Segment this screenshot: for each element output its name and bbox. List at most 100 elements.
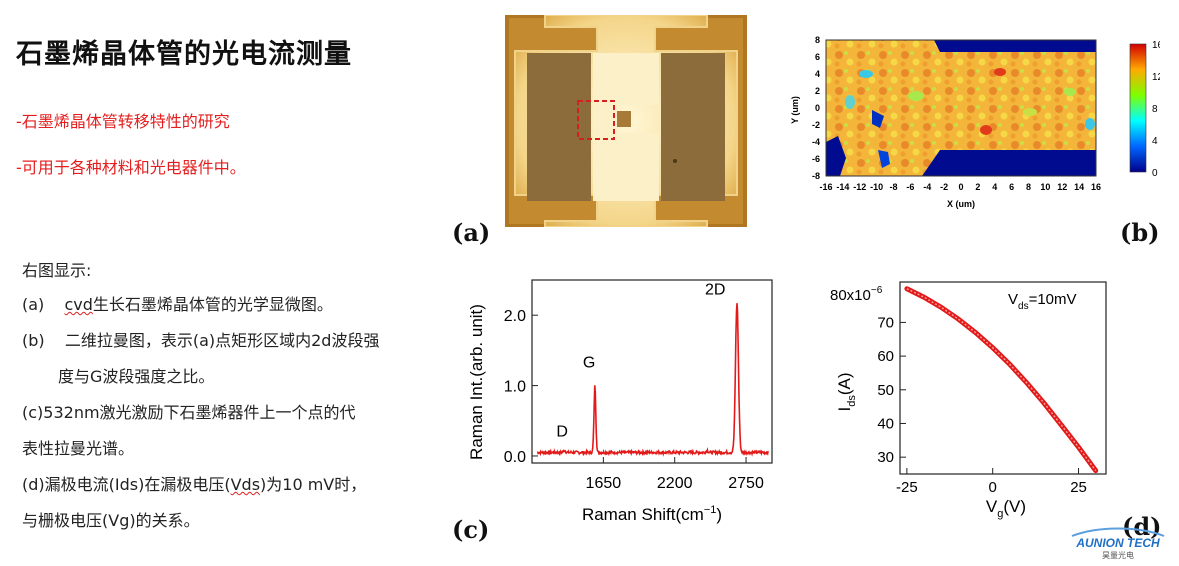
y-tick-label: 40 xyxy=(877,415,894,432)
colorbar xyxy=(1129,43,1147,173)
heatmap-x-tick-label: -2 xyxy=(940,182,948,192)
y-tick-label: 50 xyxy=(877,382,894,399)
heatmap-x-tick-label: -10 xyxy=(870,182,883,192)
heatmap-x-tick-label: 10 xyxy=(1040,182,1050,192)
heatmap-x-tick-label: -8 xyxy=(889,182,897,192)
transfer-ticks: -25 0 25 70 60 50 40 30 xyxy=(877,314,1087,496)
channel-region xyxy=(617,111,631,127)
desc-d-text2: 与栅极电压(Vg)的关系。 xyxy=(22,511,200,530)
bullet-item: -可用于各种材料和光电器件中。 xyxy=(16,158,246,177)
desc-b-text1: 二维拉曼图，表示(a)点矩形区域内2d波段强 xyxy=(64,331,380,350)
selection-rectangle xyxy=(577,100,615,140)
bullet-item: -石墨烯晶体管转移特性的研究 xyxy=(16,112,230,131)
y-tick-label: 2.0 xyxy=(504,308,526,325)
heatmap-x-tick-label: 6 xyxy=(1009,182,1014,192)
heatmap-y-tick-label: -8 xyxy=(812,171,820,181)
colorbar-tick-label: 16 xyxy=(1152,40,1160,51)
x-tick-label: 25 xyxy=(1070,479,1087,496)
heatmap-y-ticks: 8 6 4 2 0 -2 -4 -6 -8 xyxy=(812,35,820,181)
y-tick-label: 60 xyxy=(877,348,894,365)
heatmap-y-tick-label: 0 xyxy=(815,103,820,113)
transfer-ylabel: Ids(A) xyxy=(835,372,858,411)
heatmap-y-tick-label: 8 xyxy=(815,35,820,45)
heatmap-x-tick-label: -6 xyxy=(906,182,914,192)
heatmap-area xyxy=(825,39,1097,177)
y-tick-label: 30 xyxy=(877,449,894,466)
heatmap-x-tick-label: -16 xyxy=(819,182,832,192)
peak-label-d: D xyxy=(556,423,568,440)
panel-label-c: (c) xyxy=(452,515,490,544)
transfer-trace-markers xyxy=(906,288,1097,472)
desc-d-text1a: (d)漏极电流(Ids)在漏极电压( xyxy=(22,475,231,494)
desc-intro: 右图显示: xyxy=(22,261,92,280)
heatmap-y-tick-label: 4 xyxy=(815,69,820,79)
aunion-tech-logo: AUNION TECH 昊量光电 xyxy=(1071,527,1165,560)
raman-spectrum-chart: 1650 2200 2750 0.0 1.0 2.0 D G 2D Raman Int.(… xyxy=(467,279,773,524)
heatmap-x-tick-label: 12 xyxy=(1057,182,1067,192)
desc-item-d: (d)漏极电流(Ids)在漏极电压(Vds)为10 mV时， xyxy=(22,471,366,495)
transfer-trace xyxy=(904,286,1099,474)
spectrum-ylabel: Raman Int.(arb. unit) xyxy=(467,304,486,460)
heatmap-x-tick-label: -4 xyxy=(923,182,931,192)
desc-item-a: (a) cvd生长石墨烯晶体管的光学显微图。 xyxy=(22,291,333,315)
desc-item-b: (b) 二维拉曼图，表示(a)点矩形区域内2d波段强 xyxy=(22,327,379,351)
transfer-curve-chart: -25 0 25 70 60 50 40 30 80x10−6 Vds=10mV Ids(A)… xyxy=(830,281,1107,520)
spectrum-trace xyxy=(536,303,769,457)
heatmap-x-tick-label: -14 xyxy=(836,182,849,192)
heatmap-x-ticks: -16 -14 -12 -10 -8 -6 -4 -2 0 2 4 6 8 10 12 14 16 xyxy=(819,182,1101,192)
panel-label-a: (a) xyxy=(452,218,491,247)
y-tick-label: 1.0 xyxy=(504,379,526,396)
heatmap-y-tick-label: -4 xyxy=(812,137,820,147)
y-tick-label: 70 xyxy=(877,314,894,331)
heatmap-ylabel: Y (um) xyxy=(790,96,800,124)
desc-b-text2: 度与G波段强度之比。 xyxy=(58,367,215,386)
heatmap-y-tick-label: 6 xyxy=(815,52,820,62)
colorbar-tick-label: 4 xyxy=(1152,136,1158,147)
source-drain-electrode xyxy=(593,53,659,201)
panel-label-b: (b) xyxy=(1120,218,1160,247)
spectrum-ticks: 1650 2200 2750 0.0 1.0 2.0 xyxy=(504,308,764,492)
colorbar-tick-label: 12 xyxy=(1152,72,1160,83)
y-multiplier: 80x10−6 xyxy=(830,285,883,304)
desc-b-prefix: (b) xyxy=(22,331,45,350)
desc-a-text: 生长石墨烯晶体管的光学显微图。 xyxy=(92,295,333,314)
colorbar-tick-label: 0 xyxy=(1152,168,1158,179)
heatmap-x-tick-label: 14 xyxy=(1074,182,1084,192)
x-tick-label: 1650 xyxy=(586,475,622,492)
desc-a-cvd: cvd xyxy=(64,295,93,314)
x-tick-label: 2200 xyxy=(657,475,693,492)
optical-micrograph xyxy=(505,15,747,227)
peak-label-g: G xyxy=(583,355,595,372)
desc-c-text1: (c)532nm激光激励下石墨烯器件上一个点的代 xyxy=(22,403,356,422)
colorbar-ticks: 16 12 8 4 0 xyxy=(1152,40,1160,179)
heatmap-xlabel: X (um) xyxy=(947,199,975,209)
desc-c-text2: 表性拉曼光谱。 xyxy=(22,439,135,458)
transfer-xlabel: Vg(V) xyxy=(986,497,1026,520)
graphene-right-pad xyxy=(661,53,725,201)
desc-d-text1b: )为10 mV时， xyxy=(260,475,367,494)
heatmap-y-tick-label: -2 xyxy=(812,120,820,130)
page-title: 石墨烯晶体管的光电流测量 xyxy=(16,39,352,70)
x-tick-label: 0 xyxy=(989,479,997,496)
desc-a-prefix: (a) xyxy=(22,295,45,314)
graphene-left-pad xyxy=(527,53,591,201)
heatmap-x-tick-label: -12 xyxy=(853,182,866,192)
heatmap-x-tick-label: 0 xyxy=(958,182,963,192)
logo-subtext: 昊量光电 xyxy=(1102,550,1134,560)
colorbar-tick-label: 8 xyxy=(1152,104,1158,115)
heatmap-x-tick-label: 4 xyxy=(992,182,997,192)
panel-label-d: (d) xyxy=(1122,512,1162,541)
logo-text: AUNION TECH xyxy=(1075,536,1160,550)
heatmap-x-tick-label: 8 xyxy=(1026,182,1031,192)
heatmap-x-tick-label: 2 xyxy=(975,182,980,192)
plot-frame xyxy=(531,279,773,464)
y-tick-label: 0.0 xyxy=(504,449,526,466)
spectrum-xlabel: Raman Shift(cm−1) xyxy=(582,504,722,524)
desc-d-vds: Vds xyxy=(230,475,261,494)
heatmap-y-tick-label: -6 xyxy=(812,154,820,164)
heatmap-y-tick-label: 2 xyxy=(815,86,820,96)
heatmap-x-tick-label: 16 xyxy=(1091,182,1101,192)
plot-frame xyxy=(899,281,1107,475)
x-tick-label: -25 xyxy=(896,479,918,496)
